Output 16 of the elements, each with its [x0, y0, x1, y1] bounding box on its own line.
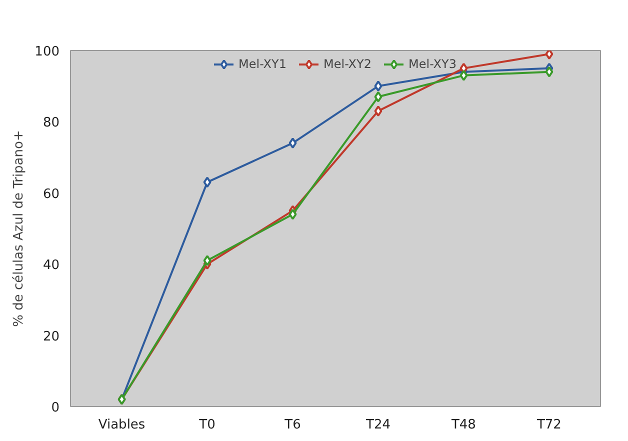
y-axis-title: % de células Azul de Tripano+	[12, 130, 27, 327]
y-tick-label: 100	[34, 44, 60, 60]
legend-label: Mel-XY3	[408, 57, 456, 71]
x-tick-label: T24	[365, 418, 390, 432]
x-tick-label: T0	[198, 418, 216, 432]
y-tick-label: 60	[42, 186, 60, 202]
x-tick-label: T72	[536, 418, 562, 432]
legend-label: Mel-XY1	[238, 57, 286, 71]
legend-label: Mel-XY2	[324, 57, 372, 71]
y-tick-label: 0	[51, 400, 60, 416]
y-tick-label: 80	[42, 116, 60, 131]
x-tick-label: T48	[450, 418, 476, 432]
y-tick-label: 40	[42, 258, 60, 274]
x-tick-label: Viables	[98, 418, 146, 432]
x-tick-label: T6	[284, 418, 301, 432]
y-tick-label: 20	[42, 329, 60, 344]
